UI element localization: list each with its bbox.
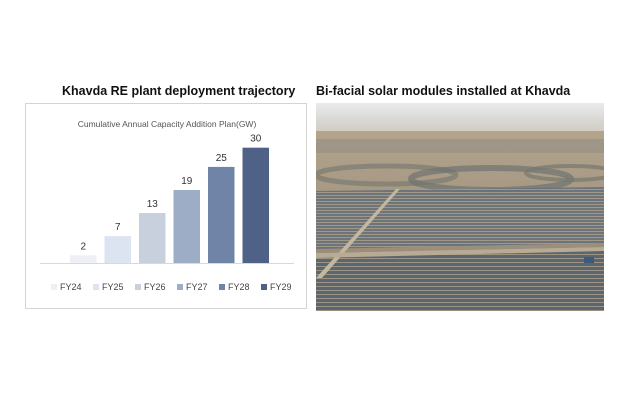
data-label-fy27: 19 bbox=[181, 176, 193, 187]
bar-fy24 bbox=[70, 255, 97, 263]
legend-label-fy29: FY29 bbox=[270, 282, 292, 292]
solar-field-photo bbox=[316, 103, 604, 311]
data-label-fy24: 2 bbox=[80, 241, 86, 252]
data-label-fy28: 25 bbox=[216, 153, 228, 164]
photo-heading: Bi-facial solar modules installed at Kha… bbox=[316, 84, 571, 98]
legend-label-fy27: FY27 bbox=[186, 282, 208, 292]
legend-label-fy28: FY28 bbox=[228, 282, 250, 292]
bar-fy25 bbox=[104, 236, 131, 263]
bar-fy29 bbox=[242, 147, 269, 263]
legend-swatch-fy26 bbox=[135, 284, 141, 290]
legend-swatch-fy24 bbox=[51, 284, 57, 290]
legend-swatch-fy27 bbox=[177, 284, 183, 290]
legend-swatch-fy25 bbox=[93, 284, 99, 290]
chart-heading: Khavda RE plant deployment trajectory bbox=[62, 84, 296, 98]
legend-swatch-fy29 bbox=[261, 284, 267, 290]
legend-label-fy26: FY26 bbox=[144, 282, 166, 292]
data-label-fy29: 30 bbox=[250, 134, 262, 145]
legend-label-fy24: FY24 bbox=[60, 282, 82, 292]
data-label-fy25: 7 bbox=[115, 222, 121, 233]
bar-chart: Cumulative Annual Capacity Addition Plan… bbox=[40, 119, 294, 292]
legend-label-fy25: FY25 bbox=[102, 282, 124, 292]
legend-swatch-fy28 bbox=[219, 284, 225, 290]
bar-fy27 bbox=[173, 189, 200, 263]
bar-fy26 bbox=[139, 213, 166, 263]
chart-panel: Cumulative Annual Capacity Addition Plan… bbox=[25, 103, 307, 309]
bar-fy28 bbox=[208, 166, 235, 263]
chart-title: Cumulative Annual Capacity Addition Plan… bbox=[78, 119, 257, 129]
solar-field-image bbox=[316, 103, 604, 311]
data-label-fy26: 13 bbox=[147, 199, 159, 210]
